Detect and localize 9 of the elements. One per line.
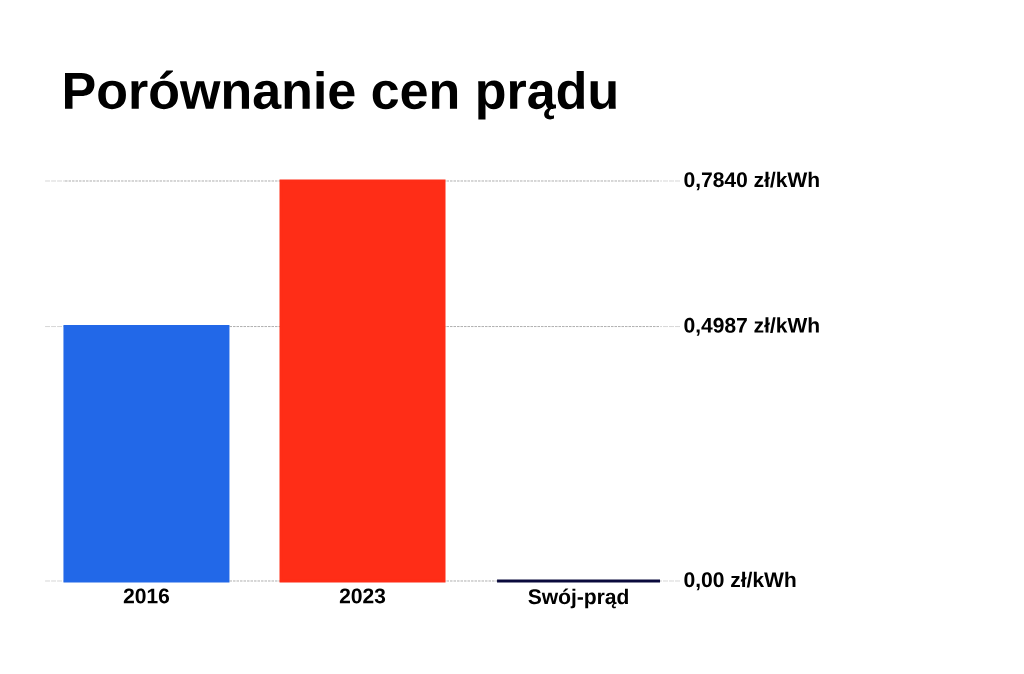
x-tick-label: 2023 — [339, 588, 386, 604]
bar — [279, 179, 446, 583]
x-tick-label: 2016 — [123, 588, 170, 604]
x-tick-label: Swój-prąd — [528, 588, 628, 609]
y-tick-label: 0,7840 zł/kWh — [684, 171, 819, 191]
chart-title: Porównanie cen prądu — [65, 70, 616, 120]
bar — [63, 325, 230, 583]
y-tick-label: 0,4987 zł/kWh — [684, 317, 819, 336]
y-tick-label: 0,00 zł/kWh — [684, 571, 796, 591]
